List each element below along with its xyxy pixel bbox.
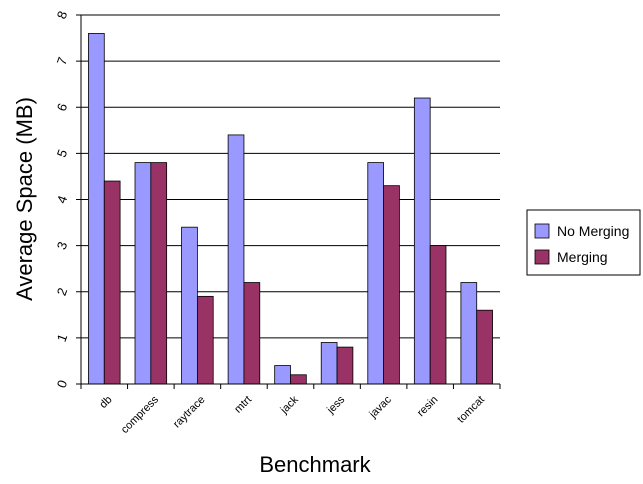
bar-no-merging-javac (367, 162, 385, 385)
y-tick-label: 0 (54, 378, 71, 390)
bar-merging-tomcat (476, 309, 493, 385)
axes (76, 14, 501, 389)
bar-merging-db (103, 180, 121, 385)
y-tick-label: 6 (54, 101, 71, 113)
x-tick-label: raytrace (171, 394, 208, 431)
bar-merging-mtrt (243, 282, 261, 385)
bar-no-merging-resin (413, 97, 431, 385)
x-tick-label: db (97, 394, 114, 411)
bar-no-merging-db (88, 33, 105, 385)
legend: No Merging Merging (526, 209, 641, 276)
y-tick-label: 5 (54, 147, 71, 159)
bar-no-merging-tomcat (460, 282, 478, 385)
bar-merging-javac (383, 185, 400, 385)
x-axis-title: Benchmark (259, 452, 371, 477)
legend-label: Merging (557, 249, 608, 265)
legend-swatch (534, 249, 550, 265)
bars (88, 33, 493, 385)
x-tick-label: tomcat (455, 394, 487, 426)
bar-no-merging-jack (274, 365, 291, 385)
y-tick-label: 4 (54, 194, 71, 206)
y-tick-label: 2 (54, 286, 71, 298)
bar-no-merging-jess (320, 342, 338, 385)
x-tick-label: jess (324, 393, 347, 416)
y-axis-title: Average Space (MB) (12, 97, 37, 301)
bar-no-merging-raytrace (181, 226, 198, 385)
x-tick-label: compress (119, 393, 162, 436)
bar-no-merging-mtrt (227, 134, 245, 385)
x-tick-label: jack (278, 393, 301, 416)
legend-label: No Merging (557, 223, 629, 239)
bar-no-merging-compress (134, 162, 152, 385)
y-tick-label: 7 (54, 55, 71, 67)
x-tick-label: resin (415, 394, 440, 419)
bar-merging-jack (290, 374, 307, 385)
bar-merging-resin (429, 245, 447, 385)
x-tick-label: mtrt (232, 394, 254, 416)
y-tick-label: 8 (54, 9, 71, 21)
legend-swatch (534, 223, 550, 239)
y-tick-label: 3 (54, 240, 71, 252)
x-tick-label: javac (366, 393, 394, 421)
bar-merging-jess (336, 346, 354, 385)
legend-box (526, 209, 641, 276)
bar-merging-compress (150, 162, 168, 385)
bar-merging-raytrace (196, 295, 214, 385)
y-tick-label: 1 (54, 332, 71, 344)
